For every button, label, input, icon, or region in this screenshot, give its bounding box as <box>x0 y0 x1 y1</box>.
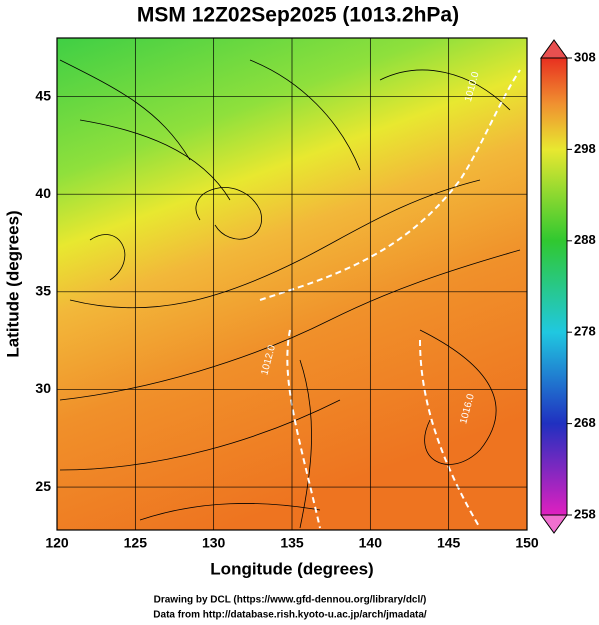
y-tick-label: 40 <box>35 185 51 201</box>
colorbar-tick-label: 278 <box>574 324 596 339</box>
y-tick-label: 35 <box>35 283 51 299</box>
y-axis-label: Latitude (degrees) <box>3 210 22 357</box>
x-tick-label: 150 <box>515 535 539 551</box>
colorbar <box>540 57 568 516</box>
x-tick-label: 140 <box>359 535 383 551</box>
credit: Drawing by DCL (https://www.gfd-dennou.o… <box>154 595 427 606</box>
y-tick-label: 30 <box>35 380 51 396</box>
x-tick-label: 120 <box>45 535 69 551</box>
x-tick-label: 125 <box>124 535 148 551</box>
x-tick-label: 135 <box>280 535 304 551</box>
x-tick-label: 130 <box>202 535 226 551</box>
colorbar-tick-label: 308 <box>574 49 596 64</box>
y-tick-label: 45 <box>35 87 51 103</box>
colorbar-max-arrow <box>540 39 568 59</box>
colorbar-tick-label: 288 <box>574 232 596 247</box>
x-tick-label: 145 <box>437 535 461 551</box>
credit: Data from http://database.rish.kyoto-u.a… <box>153 610 427 621</box>
colorbar-min-arrow <box>540 514 568 534</box>
colorbar-tick-label: 258 <box>574 506 596 521</box>
y-tick-label: 25 <box>35 478 51 494</box>
x-axis-label: Longitude (degrees) <box>210 559 373 578</box>
colorbar-tick-label: 298 <box>574 141 596 156</box>
map-title: MSM 12Z02Sep2025 (1013.2hPa) <box>137 4 459 27</box>
isobars <box>259 69 521 529</box>
colorbar-tick-label: 268 <box>574 415 596 430</box>
streamlines <box>59 59 521 529</box>
